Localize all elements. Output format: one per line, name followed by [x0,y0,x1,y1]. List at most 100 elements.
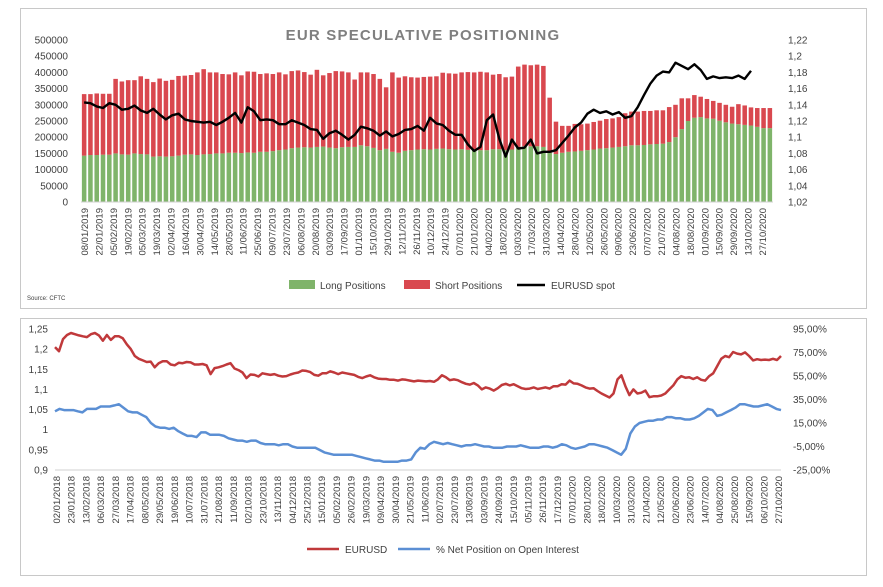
long-position-bar [446,149,452,202]
x-axis-tick-label: 21/08/2018 [214,476,225,524]
long-position-bar [346,146,351,202]
short-position-bar [666,107,672,143]
long-position-bar [478,150,483,202]
short-position-bar [710,100,716,119]
x-axis-tick-label: 27/10/2020 [758,208,769,256]
long-position-bar [245,152,250,202]
short-position-bar [440,72,445,149]
x-axis-tick-label: 09/06/2020 [614,208,625,256]
short-position-bar [484,72,490,151]
chart-title: EUR SPECULATIVE POSITIONING [286,27,561,44]
x-axis-tick-label: 08/01/2019 [80,208,91,256]
right-axis-tick-label: 1,18 [788,68,808,79]
short-position-bar [157,78,162,157]
right-axis-tick-label: 35,00% [793,395,827,406]
right-axis-tick-label: 1,14 [788,100,808,111]
long-position-bar [276,150,282,202]
short-position-bar [188,74,194,155]
short-position-bar [641,110,647,145]
x-axis-tick-label: 31/03/2020 [627,476,638,524]
long-position-bar [371,147,376,202]
short-position-bar [459,72,464,150]
x-axis-tick-label: 03/09/2019 [325,208,336,256]
short-position-bar [471,72,477,150]
short-position-bar [421,76,427,150]
long-position-bar [207,154,213,202]
long-position-bar [402,150,408,202]
long-position-bar [610,147,615,202]
long-position-bar [515,146,521,202]
x-axis-tick-label: 17/09/2019 [340,208,351,256]
x-axis-tick-label: 02/06/2020 [671,476,682,524]
long-position-bar [333,148,339,202]
long-position-bar [635,145,641,202]
right-axis-tick-label: -5,00% [793,442,825,453]
left-axis-tick-label: 300000 [35,100,69,111]
x-axis-tick-label: 10/07/2018 [185,476,196,524]
long-position-bar [88,155,93,202]
long-position-bar [453,149,458,202]
x-axis-tick-label: 13/11/2018 [273,476,284,523]
x-axis-tick-label: 04/08/2020 [715,476,726,524]
long-position-bar [660,143,666,202]
x-axis-tick-label: 02/01/2018 [52,476,63,524]
x-axis-tick-label: 08/05/2018 [140,476,151,524]
short-position-bar [402,76,408,151]
x-axis-ticks: 08/01/2019 22/01/2019 05/02/2019 19/02/2019… [80,208,769,256]
x-axis-tick-label: 19/06/2018 [170,476,181,524]
positioning-chart-svg: EUR SPECULATIVE POSITIONING 0 50000 100000… [27,27,808,302]
x-axis-tick-label: 10/03/2020 [612,476,623,524]
short-position-bar [100,93,106,155]
short-position-bar [648,110,653,145]
long-position-bar [289,148,295,202]
long-position-bar [264,151,269,202]
left-axis-tick-label: 500000 [35,36,69,47]
long-position-bar [597,148,603,202]
legend-label-spot: EURUSD spot [551,281,615,292]
long-position-bar [528,146,534,202]
right-axis-tick-label: 1,12 [788,117,808,128]
long-position-bar [566,151,571,202]
x-axis-tick-label: 25/08/2020 [730,476,741,524]
x-axis-tick-label: 14/05/2019 [210,208,221,256]
short-position-bar [220,74,225,154]
short-position-bar [704,98,710,119]
short-position-bar [270,74,276,152]
short-position-bar [434,76,439,149]
x-axis-tick-label: 06/08/2019 [296,208,307,256]
short-position-bar [597,120,603,149]
x-axis-tick-label: 28/04/2020 [570,208,581,256]
x-axis-tick-label: 19/03/2019 [152,208,163,256]
short-position-bar [522,64,527,147]
x-axis-tick-label: 03/09/2019 [479,476,490,524]
long-position-bar [692,117,697,202]
short-position-bar [195,72,200,156]
x-axis-tick-label: 14/04/2020 [556,208,567,256]
long-position-bar [440,148,445,202]
short-position-bar [509,76,515,150]
long-position-bar [352,146,357,202]
short-position-bar [585,123,590,151]
long-position-bar [755,126,760,202]
line-series-layer [54,331,782,471]
short-position-bar [742,105,747,125]
long-position-bar [685,121,691,202]
long-position-bar [163,156,169,202]
short-position-bar [245,71,250,153]
x-axis-ticks: 02/01/2018 23/01/2018 13/02/2018 06/03/2018… [52,476,785,524]
x-axis-tick-label: 05/02/2019 [332,476,343,524]
source-note: Source: CFTC [27,296,66,302]
long-position-bar [201,154,206,202]
x-axis-tick-label: 06/03/2018 [96,476,107,524]
x-axis-tick-label: 27/10/2020 [774,476,785,524]
short-position-bar [616,117,622,147]
short-position-bar [207,72,213,155]
short-position-bar [81,94,87,156]
long-position-bar [622,146,628,202]
long-position-bar [503,150,508,202]
short-position-bar [119,81,125,155]
x-axis-tick-label: 15/09/2020 [715,208,726,256]
short-position-bar [176,75,181,156]
short-position-bar [226,74,232,153]
short-position-bar [622,113,628,147]
